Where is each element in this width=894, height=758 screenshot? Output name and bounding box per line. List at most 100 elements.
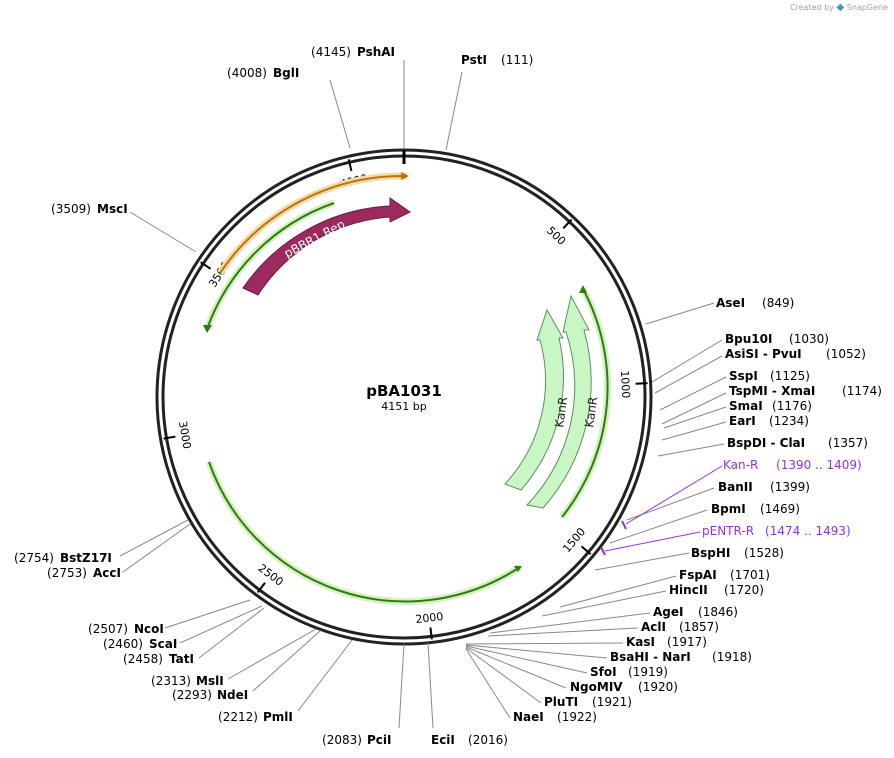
enzyme-ndei-name[interactable]: NdeI — [217, 688, 248, 702]
enzyme-fspai-name[interactable]: FspAI — [679, 568, 717, 582]
enzyme-pshai[interactable]: (4145) — [311, 45, 351, 59]
leader-line — [465, 642, 624, 645]
enzyme-acci-name[interactable]: AccI — [93, 566, 121, 580]
feature-kanr-outer[interactable] — [526, 294, 592, 509]
enzyme-ncoi-pos: (2507) — [88, 622, 128, 636]
enzyme-ecii-pos: (2016) — [468, 733, 508, 747]
enzyme-asei-pos: (849) — [762, 296, 794, 310]
enzyme-bpmi-name[interactable]: BpmI — [711, 502, 746, 516]
leader-line — [329, 79, 351, 149]
tick-label: 2500 — [256, 562, 286, 589]
enzyme-bpmi-pos: (1469) — [760, 502, 800, 516]
leader-line — [654, 355, 723, 394]
orf-green-1 — [206, 202, 335, 330]
primer-kan-r-name[interactable]: Kan-R — [723, 458, 758, 472]
feature-kanr-inner-label: KanR — [552, 396, 570, 429]
enzyme-bsahi-nari-pos: (1918) — [712, 650, 752, 664]
created-by-text: Created by — [789, 3, 834, 12]
leader-line — [661, 421, 727, 441]
enzyme-banii-name[interactable]: BanII — [718, 480, 753, 494]
enzyme-psti-name[interactable]: PstI — [461, 53, 487, 67]
orf-green-2-arrowhead — [514, 566, 522, 572]
enzyme-sspi-pos: (1125) — [770, 369, 810, 383]
enzyme-pshai-pos: 4145 — [316, 45, 347, 59]
enzyme-ndei-pos: (2293) — [172, 688, 212, 702]
enzyme-ncoi-name[interactable]: NcoI — [134, 622, 164, 636]
leader-line — [465, 644, 608, 659]
leader-line — [657, 443, 725, 457]
leader-line — [297, 639, 353, 712]
enzyme-eari-pos: (1234) — [769, 414, 809, 428]
enzyme-asei-name[interactable]: AseI — [716, 296, 745, 310]
leader-line — [659, 376, 727, 411]
enzyme-ngomiv-pos: (1920) — [638, 680, 678, 694]
enzyme-sfoi-pos: (1919) — [628, 665, 668, 679]
enzyme-naei-name[interactable]: NaeI — [513, 710, 544, 724]
feature-pbbr1-rep[interactable] — [242, 197, 411, 296]
enzyme-sfoi-name[interactable]: SfoI — [590, 665, 617, 679]
enzyme-bspdi-clai-name[interactable]: BspDI - ClaI — [727, 436, 805, 450]
feature-kanr-inner[interactable] — [504, 308, 564, 491]
leader-line — [119, 519, 189, 557]
orf-green-2 — [208, 461, 521, 603]
enzyme-tspmi-xmai-pos: (1174) — [842, 384, 882, 398]
enzyme-bsahi-nari-name[interactable]: BsaHI - NarI — [610, 650, 691, 664]
enzyme-bstz17i-name[interactable]: BstZ17I — [60, 551, 112, 565]
enzyme-hincii-name[interactable]: HincII — [669, 583, 708, 597]
enzyme-kasi-pos: (1917) — [667, 635, 707, 649]
enzyme-ngomiv-name[interactable]: NgoMIV — [570, 680, 623, 694]
tick-mark — [562, 218, 573, 230]
enzyme-acli-pos: (1857) — [679, 620, 719, 634]
enzyme-acli-name[interactable]: AclI — [641, 620, 666, 634]
enzyme-tati-pos: (2458) — [123, 652, 163, 666]
leader-lines — [119, 60, 727, 729]
enzyme-bpu10i-name[interactable]: Bpu10I — [725, 332, 772, 346]
primer-pentr-r-range: (1474 .. 1493) — [765, 524, 851, 538]
leader-line — [179, 605, 263, 644]
enzyme-asisi-pvui-name[interactable]: AsiSI - PvuI — [725, 347, 802, 361]
primer-pentr-r-name[interactable]: pENTR-R — [702, 524, 754, 538]
enzyme-bgli-name[interactable]: BglI — [273, 66, 299, 80]
leader-line — [663, 406, 727, 429]
enzyme-scai-name[interactable]: ScaI — [149, 637, 177, 651]
snapgene-logo-icon: ◆ — [836, 2, 845, 13]
enzyme-naei-pos: (1922) — [557, 710, 597, 724]
enzyme-msci-pos: (3509) — [51, 202, 91, 216]
enzyme-tspmi-xmai-name[interactable]: TspMI - XmaI — [729, 384, 815, 398]
enzyme-smai-pos: (1176) — [772, 399, 812, 413]
enzyme-tati-name[interactable]: TatI — [169, 652, 194, 666]
enzyme-fspai-pos: (1701) — [730, 568, 770, 582]
enzyme-agei-name[interactable]: AgeI — [653, 605, 683, 619]
enzyme-pcii-pos: (2083) — [322, 733, 362, 747]
leader-line — [465, 648, 511, 719]
enzyme-pluti-pos: (1921) — [592, 695, 632, 709]
enzyme-ecii-name[interactable]: EciI — [431, 733, 455, 747]
enzyme-eari-name[interactable]: EarI — [729, 414, 756, 428]
enzyme-kasi-name[interactable]: KasI — [626, 635, 655, 649]
tick-label: 1000 — [618, 370, 633, 399]
enzyme-pluti-name[interactable]: PluTI — [544, 695, 578, 709]
leader-line — [609, 509, 708, 544]
tick-mark — [580, 545, 592, 555]
enzyme-smai-name[interactable]: SmaI — [729, 399, 763, 413]
plasmid-length: 4151 bp — [381, 400, 426, 413]
tick-mark — [163, 435, 176, 440]
enzyme-bgli-pos: (4008) — [227, 66, 267, 80]
primer-leader-line — [625, 465, 723, 525]
enzyme-bpu10i-pos: (1030) — [789, 332, 829, 346]
enzyme-pcii-name[interactable]: PciI — [367, 733, 392, 747]
enzyme-acci-pos: (2753) — [47, 566, 87, 580]
enzyme-msci-name[interactable]: MscI — [97, 202, 128, 216]
leader-line — [252, 630, 321, 692]
tick-mark — [347, 159, 353, 172]
enzyme-bsphi-name[interactable]: BspHI — [691, 546, 730, 560]
leader-line — [465, 645, 588, 674]
leader-line — [541, 590, 667, 617]
orf-green-1-arrowhead — [203, 325, 212, 333]
plasmid-name: pBA1031 — [366, 382, 442, 400]
enzyme-sspi-name[interactable]: SspI — [729, 369, 758, 383]
enzyme-msli-name[interactable]: MslI — [196, 674, 224, 688]
enzyme-pmli-name[interactable]: PmlI — [263, 710, 293, 724]
enzyme-pshai-name[interactable]: PshAI — [357, 45, 395, 59]
orf-orange — [219, 174, 408, 274]
